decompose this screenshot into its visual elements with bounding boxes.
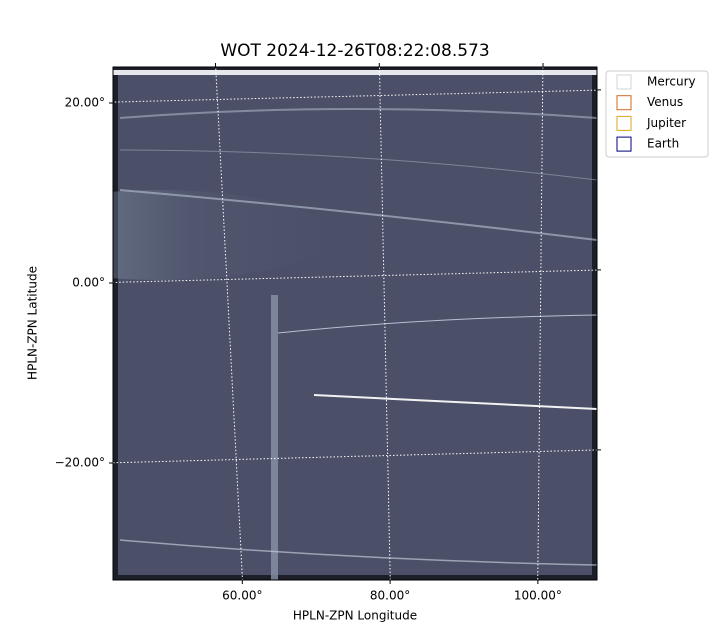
grid [113,67,597,580]
grid-line [113,449,597,464]
image-background [113,67,597,580]
y-tick-label: 0.00° [72,276,105,290]
legend-swatch [616,95,632,111]
glow [113,190,330,280]
chart-title: WOT 2024-12-26T08:22:08.573 [220,41,489,61]
legend-label: Venus [647,95,683,109]
grid-line [215,67,243,580]
y-axis-label: HPLN-ZPN Latitude [26,266,40,380]
frame [112,66,598,581]
legend-swatch [616,115,632,131]
streak [119,149,597,181]
legend-label: Jupiter [646,116,686,130]
x-tick-label: 60.00° [222,589,262,603]
legend [605,70,709,158]
y-tick-label: 20.00° [65,96,105,110]
streak [271,295,278,580]
streak [313,394,597,410]
legend-swatch [616,74,632,90]
streak [119,189,597,241]
x-axis-label: HPLN-ZPN Longitude [293,609,417,623]
edge-streak [113,70,597,75]
legend-swatch [616,136,632,152]
grid-line [378,67,391,580]
grid-line [537,67,544,580]
streak [277,314,597,334]
y-tick-label: −20.00° [55,456,105,470]
x-tick-label: 100.00° [514,589,562,603]
legend-label: Mercury [647,75,696,89]
streak [119,108,597,119]
image [113,67,597,580]
x-tick-label: 80.00° [370,589,410,603]
legend-label: Earth [647,137,679,151]
streak [119,539,597,566]
